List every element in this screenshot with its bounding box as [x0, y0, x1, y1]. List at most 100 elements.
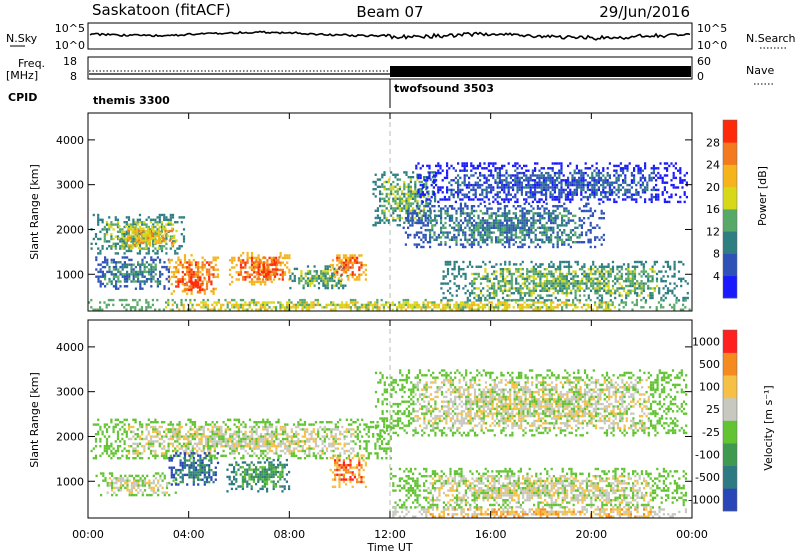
power-region-5	[228, 251, 291, 286]
velocity-colorbar-tick-1: 500	[699, 358, 720, 371]
x-tick-label-1: 04:00	[173, 528, 205, 541]
x-axis-label: Time UT	[366, 541, 412, 554]
velocity-region-1	[95, 472, 177, 497]
velocity-colorbar-swatch-6	[723, 352, 737, 376]
velocity-ylabel: Slant Range [km]	[28, 372, 41, 468]
power-colorbar-swatch-0	[723, 275, 737, 299]
power-colorbar-tick-1: 8	[713, 248, 720, 261]
velocity-region-6	[390, 467, 687, 509]
velocity-ytick-label-3: 4000	[56, 341, 84, 354]
velocity-colorbar-tick-0: 1000	[692, 335, 720, 348]
freq-label: Freq.	[18, 57, 45, 70]
power-colorbar-tick-0: 4	[713, 270, 720, 283]
power-colorbar-swatch-2	[723, 231, 737, 254]
power-region-1	[118, 225, 178, 249]
x-tick-label-2: 08:00	[273, 528, 305, 541]
velocity-colorbar-swatch-2	[723, 443, 737, 466]
velocity-colorbar-swatch-3	[723, 420, 737, 444]
velocity-colorbar-swatch-5	[723, 375, 737, 399]
freq-nave-dense-block	[390, 66, 691, 77]
power-colorbar-swatch-6	[723, 142, 737, 165]
power-region-4	[183, 274, 206, 294]
velocity-region-5	[374, 369, 688, 437]
power-region-9	[372, 171, 437, 227]
power-colorbar: 4 8 12 16 20 24 28	[706, 119, 738, 299]
velocity-region-4	[329, 454, 367, 488]
velocity-colorbar-tick-5: -100	[695, 448, 720, 461]
date-label: 29/Jun/2016	[599, 3, 690, 21]
power-region-11	[440, 260, 689, 302]
power-data	[88, 162, 691, 311]
power-region-13	[88, 298, 691, 311]
velocity-ytick-label-0: 1000	[56, 475, 84, 488]
power-colorbar-swatch-4	[723, 186, 737, 210]
power-region-7	[289, 265, 349, 290]
velocity-region-0	[90, 418, 392, 460]
velocity-colorbar-tick-3: 25	[706, 403, 720, 416]
x-tick-label-3: 12:00	[374, 528, 406, 541]
nsearch-tick-bottom: 10^0	[697, 39, 727, 52]
freq-unit: [MHz]	[6, 69, 38, 82]
power-region-10	[402, 202, 605, 249]
power-region-12	[415, 162, 688, 204]
power-ytick-label-2: 3000	[56, 179, 84, 192]
beam-label: Beam 07	[356, 3, 423, 21]
x-tick-label-4: 16:00	[475, 528, 507, 541]
nsky-trace	[89, 30, 691, 41]
nsearch-label: N.Search	[746, 32, 796, 45]
x-axis: 00:00 04:00 08:00 12:00 16:00 20:00 00:00	[72, 113, 708, 541]
power-ytick-label-0: 1000	[56, 268, 84, 281]
freq-nave-strip: Freq. [MHz] 18 8 60 0 Nave	[6, 55, 774, 108]
nsky-tick-bottom: 10^0	[55, 39, 85, 52]
velocity-colorbar-tick-7: -1000	[688, 494, 720, 507]
freq-tick-top: 18	[63, 55, 77, 68]
velocity-colorbar-tick-4: -25	[702, 426, 720, 439]
power-colorbar-tick-4: 20	[706, 181, 720, 194]
power-colorbar-tick-5: 24	[706, 159, 720, 172]
velocity-data	[90, 369, 688, 518]
x-tick-label-0: 00:00	[72, 528, 104, 541]
velocity-colorbar-label: Velocity [m s⁻¹]	[762, 385, 775, 470]
velocity-colorbar-tick-6: -500	[695, 471, 720, 484]
velocity-ytick-label-1: 2000	[56, 430, 84, 443]
power-ytick-label-1: 2000	[56, 223, 84, 236]
power-yticks: 1000 2000 3000 4000	[56, 134, 692, 281]
cpid-segment-0: themis 3300	[93, 94, 170, 107]
power-region-3	[168, 254, 220, 295]
velocity-colorbar: 1000 500 100 25 -25 -100 -500 -1000	[688, 329, 738, 512]
nsearch-tick-top: 10^5	[697, 22, 727, 35]
velocity-region-3	[226, 458, 291, 493]
power-colorbar-label: Power [dB]	[756, 166, 769, 226]
nave-label: Nave	[746, 64, 774, 77]
power-colorbar-swatch-7	[723, 120, 737, 143]
velocity-region-2	[168, 452, 220, 486]
power-colorbar-swatch-5	[723, 164, 737, 188]
power-colorbar-frame	[722, 119, 738, 299]
x-tick-label-6: 00:00	[676, 528, 708, 541]
power-region-8	[329, 254, 367, 281]
power-colorbar-swatch-1	[723, 253, 737, 277]
velocity-ytick-label-2: 3000	[56, 386, 84, 399]
cpid-label: CPID	[8, 91, 37, 104]
nave-tick-top: 60	[697, 55, 711, 68]
cpid-segment-1: twofsound 3503	[394, 82, 494, 95]
nave-tick-bottom: 0	[697, 70, 704, 83]
nsky-nsearch-strip: N.Sky 10^5 10^0 10^5 10^0 N.Search	[6, 22, 796, 52]
velocity-colorbar-swatch-4	[723, 397, 737, 421]
power-panel: 1000 2000 3000 4000 Slant Range [km] 4 8 12 16…	[28, 112, 769, 312]
velocity-colorbar-frame	[722, 329, 738, 512]
velocity-panel: 1000 2000 3000 4000 Slant Range [km] 1000 50…	[28, 319, 775, 519]
power-colorbar-tick-2: 12	[706, 225, 720, 238]
velocity-colorbar-tick-2: 100	[699, 381, 720, 394]
power-ylabel: Slant Range [km]	[28, 164, 41, 260]
velocity-colorbar-swatch-7	[723, 330, 737, 353]
velocity-colorbar-swatch-0	[723, 488, 737, 512]
power-colorbar-tick-3: 16	[706, 203, 720, 216]
power-region-6	[254, 256, 281, 281]
velocity-region-7	[392, 505, 687, 518]
velocity-yticks: 1000 2000 3000 4000	[56, 341, 692, 488]
velocity-colorbar-swatch-1	[723, 465, 737, 489]
power-region-2	[95, 256, 170, 290]
radar-title: Saskatoon (fitACF)	[92, 1, 231, 19]
